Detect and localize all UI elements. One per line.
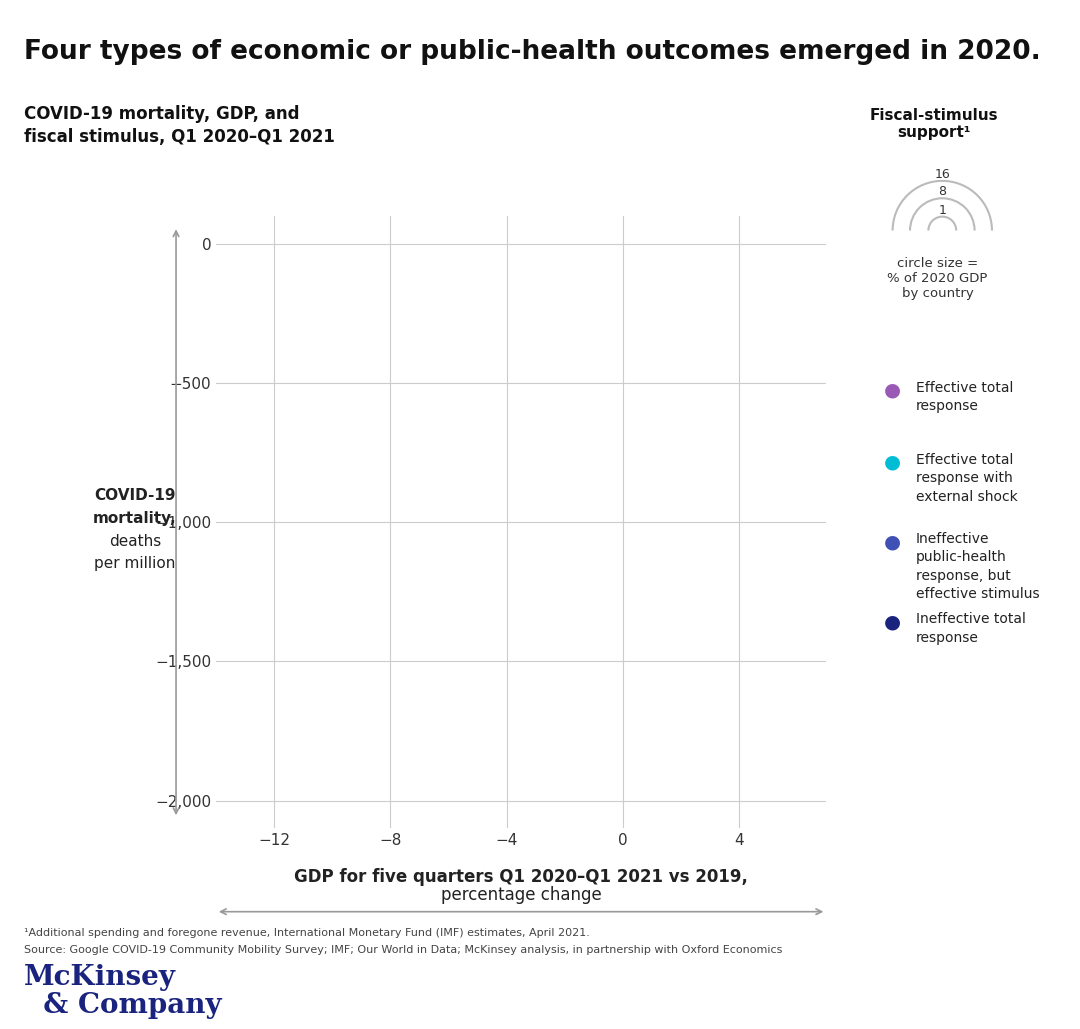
Text: GDP for five quarters Q1 2020–Q1 2021 vs 2019,: GDP for five quarters Q1 2020–Q1 2021 vs… (294, 867, 748, 886)
Text: 16: 16 (934, 168, 950, 181)
Text: Ineffective
public-health
response, but
effective stimulus: Ineffective public-health response, but … (916, 532, 1039, 601)
Text: mortality,: mortality, (93, 511, 177, 526)
Text: fiscal stimulus, Q1 2020–Q1 2021: fiscal stimulus, Q1 2020–Q1 2021 (24, 128, 335, 145)
Text: Source: Google COVID-19 Community Mobility Survey; IMF; Our World in Data; McKin: Source: Google COVID-19 Community Mobili… (24, 945, 782, 955)
Text: ●: ● (883, 612, 901, 631)
Text: ¹Additional spending and foregone revenue, International Monetary Fund (IMF) est: ¹Additional spending and foregone revenu… (24, 928, 590, 938)
Text: ●: ● (883, 453, 901, 471)
Text: & Company: & Company (24, 992, 221, 1019)
Text: ●: ● (883, 532, 901, 551)
Text: COVID-19: COVID-19 (94, 489, 176, 503)
Text: ●: ● (883, 381, 901, 399)
Text: Ineffective total
response: Ineffective total response (916, 612, 1026, 644)
Text: Four types of economic or public-health outcomes emerged in 2020.: Four types of economic or public-health … (24, 39, 1040, 65)
Text: circle size =
% of 2020 GDP
by country: circle size = % of 2020 GDP by country (888, 257, 987, 300)
Text: 1: 1 (939, 204, 946, 217)
Text: COVID-19 mortality, GDP, and: COVID-19 mortality, GDP, and (24, 105, 299, 122)
Text: Effective total
response with
external shock: Effective total response with external s… (916, 453, 1017, 503)
Text: 8: 8 (939, 185, 946, 199)
Text: percentage change: percentage change (441, 886, 602, 904)
Text: per million: per million (94, 557, 176, 571)
Text: Fiscal-stimulus
support¹: Fiscal-stimulus support¹ (869, 108, 999, 140)
Text: McKinsey: McKinsey (24, 964, 176, 991)
Text: Effective total
response: Effective total response (916, 381, 1013, 413)
Text: deaths: deaths (109, 534, 161, 548)
